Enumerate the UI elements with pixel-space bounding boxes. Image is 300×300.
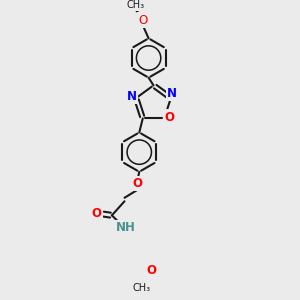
- Text: O: O: [92, 207, 101, 220]
- Text: O: O: [165, 110, 175, 124]
- Text: NH: NH: [116, 221, 136, 235]
- Text: O: O: [132, 177, 142, 190]
- Text: N: N: [167, 87, 177, 100]
- Text: CH₃: CH₃: [126, 0, 144, 10]
- Text: CH₃: CH₃: [132, 284, 150, 293]
- Text: N: N: [127, 90, 137, 103]
- Text: O: O: [138, 14, 148, 27]
- Text: O: O: [146, 264, 156, 277]
